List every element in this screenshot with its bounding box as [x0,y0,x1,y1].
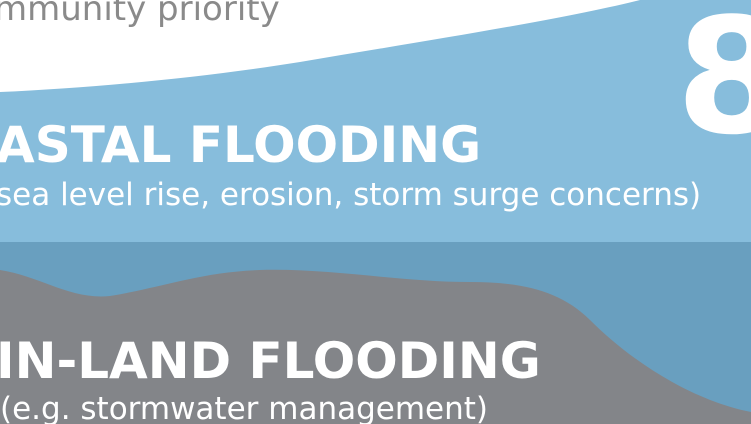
header-text: mmunity priority [0,0,280,29]
inland-subtitle: (e.g. stormwater management) [0,391,488,424]
inland-title: IN-LAND FLOODING [0,332,541,390]
rank-number: 8 [676,0,751,170]
page: mmunity priority 8 ASTAL FLOODING sea le… [0,0,751,424]
coastal-title: ASTAL FLOODING [0,116,481,174]
coastal-subtitle: sea level rise, erosion, storm surge con… [0,177,701,213]
infographic: mmunity priority 8 ASTAL FLOODING sea le… [0,0,751,424]
